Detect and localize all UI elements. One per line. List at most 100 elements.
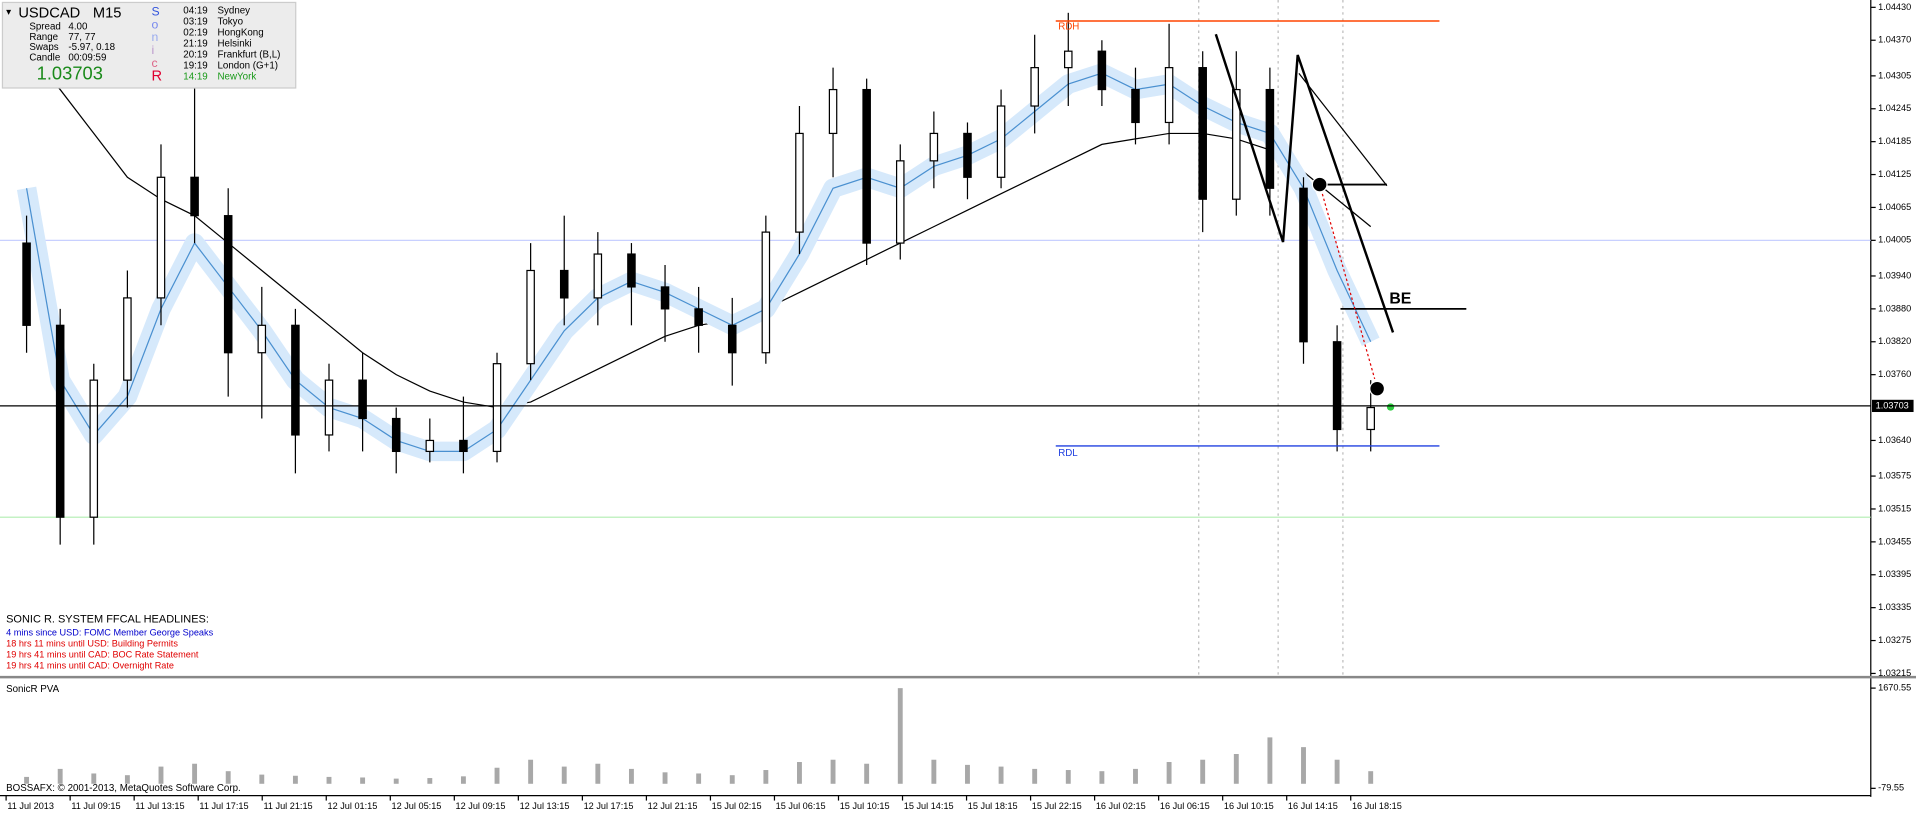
candle-body [1265, 88, 1275, 189]
y-tick-label: 1.04065 [1878, 202, 1911, 212]
candle-body [1097, 50, 1107, 91]
candle-body [492, 363, 502, 453]
candle-body [929, 132, 939, 162]
volume-bar [931, 759, 937, 784]
candle-body [324, 379, 334, 436]
y-tick-label: 1.03760 [1878, 369, 1911, 379]
volume-bar [158, 766, 164, 784]
info-label: Swaps [29, 42, 58, 53]
candle-body [795, 132, 804, 233]
session-time: 19:19 [183, 61, 207, 72]
headline: 19 hrs 41 mins until CAD: Overnight Rate [6, 661, 174, 671]
volume-bar [528, 759, 534, 784]
y-tick-label: 1.03575 [1878, 470, 1911, 480]
y-tick-label: 1.04305 [1878, 70, 1911, 80]
info-label: Candle [29, 53, 60, 64]
volume-bar [662, 772, 668, 784]
y-tick-label: 1.04430 [1878, 2, 1911, 12]
y-tick-label: 1.04125 [1878, 169, 1911, 179]
candle-body [89, 379, 99, 518]
headline: 18 hrs 11 mins until USD: Building Permi… [6, 639, 178, 649]
candle-body [996, 105, 1006, 178]
x-tick-label: 16 Jul 18:15 [1352, 801, 1402, 811]
session-name: NewYork [218, 72, 257, 83]
volume-bar [292, 775, 298, 784]
candle-body [593, 253, 603, 299]
x-tick-label: 16 Jul 14:15 [1288, 801, 1338, 811]
y-tick-label: 1.03455 [1878, 536, 1911, 546]
x-tick-label: 12 Jul 21:15 [648, 801, 698, 811]
volume-bar [360, 777, 366, 784]
symbol: USDCAD [18, 5, 80, 21]
x-tick-label: 15 Jul 10:15 [840, 801, 890, 811]
volume-bar [1267, 737, 1273, 784]
candle-body [862, 88, 871, 244]
volume-tick-label: 1670.55 [1878, 683, 1911, 693]
dropdown-arrow[interactable]: ▾ [6, 7, 11, 18]
x-tick-label: 11 Jul 09:15 [71, 801, 120, 811]
volume-bar [1065, 770, 1071, 784]
candle-body [1030, 67, 1039, 107]
candle-body [22, 242, 31, 326]
y-tick-label: 1.03880 [1878, 303, 1911, 313]
sonic-letter: n [152, 30, 159, 44]
current-price-label: 1.03703 [1876, 400, 1909, 410]
y-tick-label: 1.03515 [1878, 503, 1911, 513]
volume-title: SonicR PVA [6, 684, 59, 695]
current-price-box [1872, 399, 1914, 413]
y-tick-label: 1.03275 [1878, 635, 1911, 645]
candle-body [1064, 50, 1073, 69]
y-tick-label: 1.04370 [1878, 35, 1911, 45]
y-tick-label: 1.04005 [1878, 235, 1911, 245]
volume-bar [124, 775, 130, 784]
candle-body [1232, 88, 1241, 200]
x-tick-label: 12 Jul 13:15 [520, 801, 570, 811]
x-tick-label: 15 Jul 06:15 [776, 801, 826, 811]
volume-bar [1032, 768, 1038, 784]
candle-body [526, 269, 535, 365]
session-name: Frankfurt (B,L) [218, 50, 281, 61]
volume-bar [965, 764, 970, 784]
volume-bar [24, 776, 30, 784]
session-time: 14:19 [183, 72, 207, 83]
volume-bar [1233, 753, 1239, 784]
candle-body [391, 417, 401, 453]
y-tick-label: 1.03940 [1878, 270, 1911, 280]
volume-bar [1099, 771, 1105, 784]
volume-bar [57, 768, 63, 784]
volume-bar [998, 766, 1004, 784]
level-label: RDH [1058, 22, 1079, 33]
candle-body [1299, 187, 1308, 343]
volume-bar [326, 776, 332, 784]
candle-body [660, 286, 670, 310]
copyright: BOSSAFX: © 2001-2013, MetaQuotes Softwar… [6, 783, 241, 794]
volume-bar [830, 759, 836, 784]
volume-bar [729, 775, 735, 784]
candle-body [291, 324, 300, 436]
volume-bar [1133, 768, 1138, 784]
session-name: Helsinki [218, 39, 252, 50]
y-tick-label: 1.03640 [1878, 435, 1911, 445]
volume-bar [192, 763, 198, 784]
info-value: 4.00 [68, 21, 88, 32]
volume-bar [628, 768, 634, 784]
info-value: 00:09:59 [68, 53, 106, 64]
info-value: -5.97, 0.18 [68, 42, 115, 53]
headline: 4 mins since USD: FOMC Member George Spe… [6, 628, 213, 638]
volume-bar [393, 778, 399, 784]
volume-bar [259, 774, 265, 784]
x-tick-label: 16 Jul 10:15 [1224, 801, 1274, 811]
headlines: SONIC R. SYSTEM FFCAL HEADLINES: 4 mins s… [6, 614, 213, 671]
candle-body [358, 379, 367, 420]
session-time: 04:19 [183, 6, 207, 17]
volume-bar [1166, 762, 1172, 784]
x-tick-label: 11 Jul 17:15 [199, 801, 248, 811]
candle-body [559, 269, 569, 299]
y-tick-label: 1.04185 [1878, 136, 1911, 146]
sonic-letter: o [152, 17, 159, 31]
x-tick-label: 15 Jul 14:15 [904, 801, 954, 811]
volume-bar [561, 766, 567, 784]
x-tick-label: 15 Jul 22:15 [1032, 801, 1082, 811]
